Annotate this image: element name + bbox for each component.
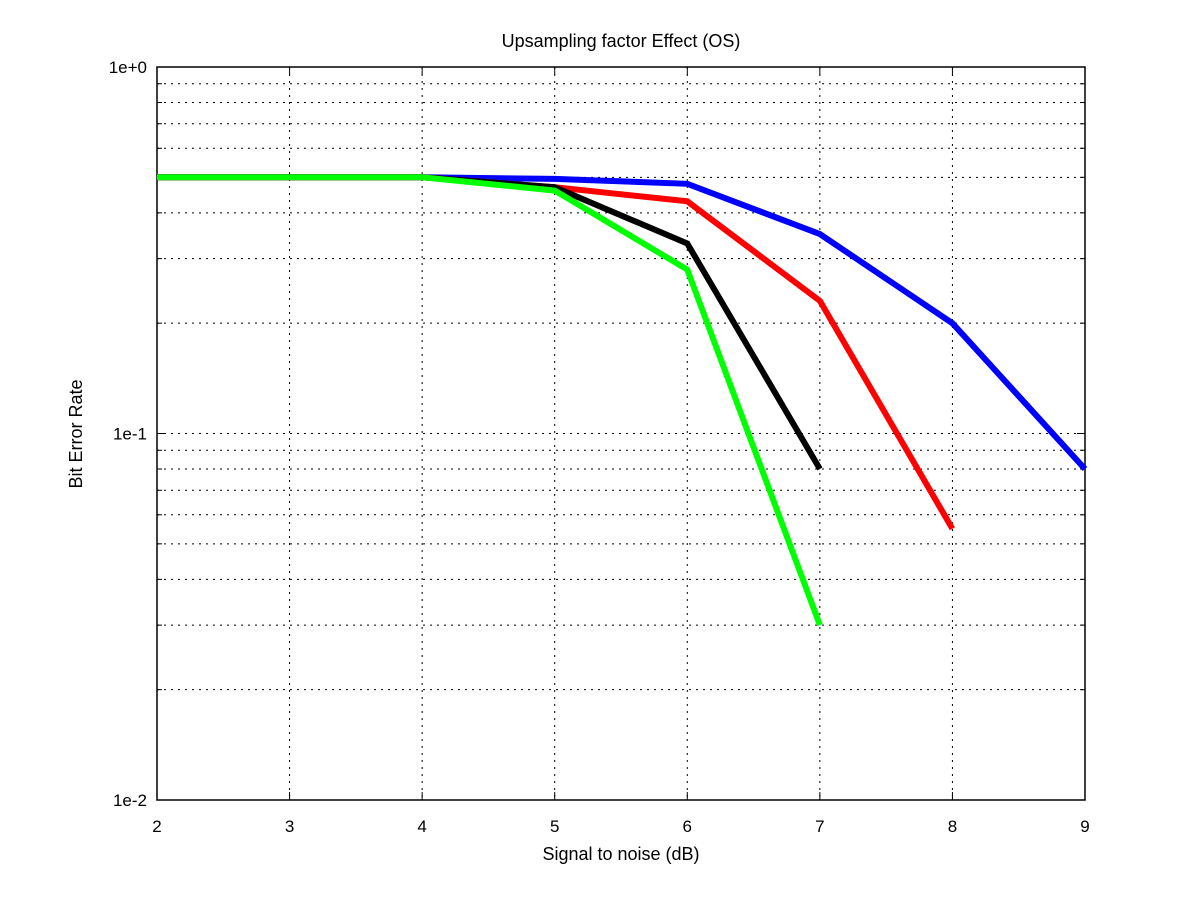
- x-tick-label: 2: [152, 817, 161, 836]
- x-tick-label: 8: [948, 817, 957, 836]
- series-line-4: [157, 174, 823, 627]
- x-tick-label: 5: [550, 817, 559, 836]
- series-line-2: [157, 174, 955, 531]
- y-axis-label: Bit Error Rate: [66, 379, 86, 488]
- tick-layer: 2 3 4 5 6 7 8 9 1e+0 1e-1 1e-2: [109, 58, 1090, 836]
- y-tick-label: 1e+0: [109, 58, 147, 77]
- x-tick-label: 9: [1080, 817, 1089, 836]
- y-tick-label: 1e-1: [113, 425, 147, 444]
- y-tick-label: 1e-2: [113, 791, 147, 810]
- grid-layer: [157, 67, 1085, 800]
- x-tick-label: 4: [417, 817, 426, 836]
- series-layer: [157, 174, 1088, 627]
- x-tick-label: 3: [285, 817, 294, 836]
- x-tick-label: 7: [815, 817, 824, 836]
- x-tick-label: 6: [683, 817, 692, 836]
- x-axis-label: Signal to noise (dB): [542, 844, 699, 864]
- chart-title: Upsampling factor Effect (OS): [502, 31, 741, 51]
